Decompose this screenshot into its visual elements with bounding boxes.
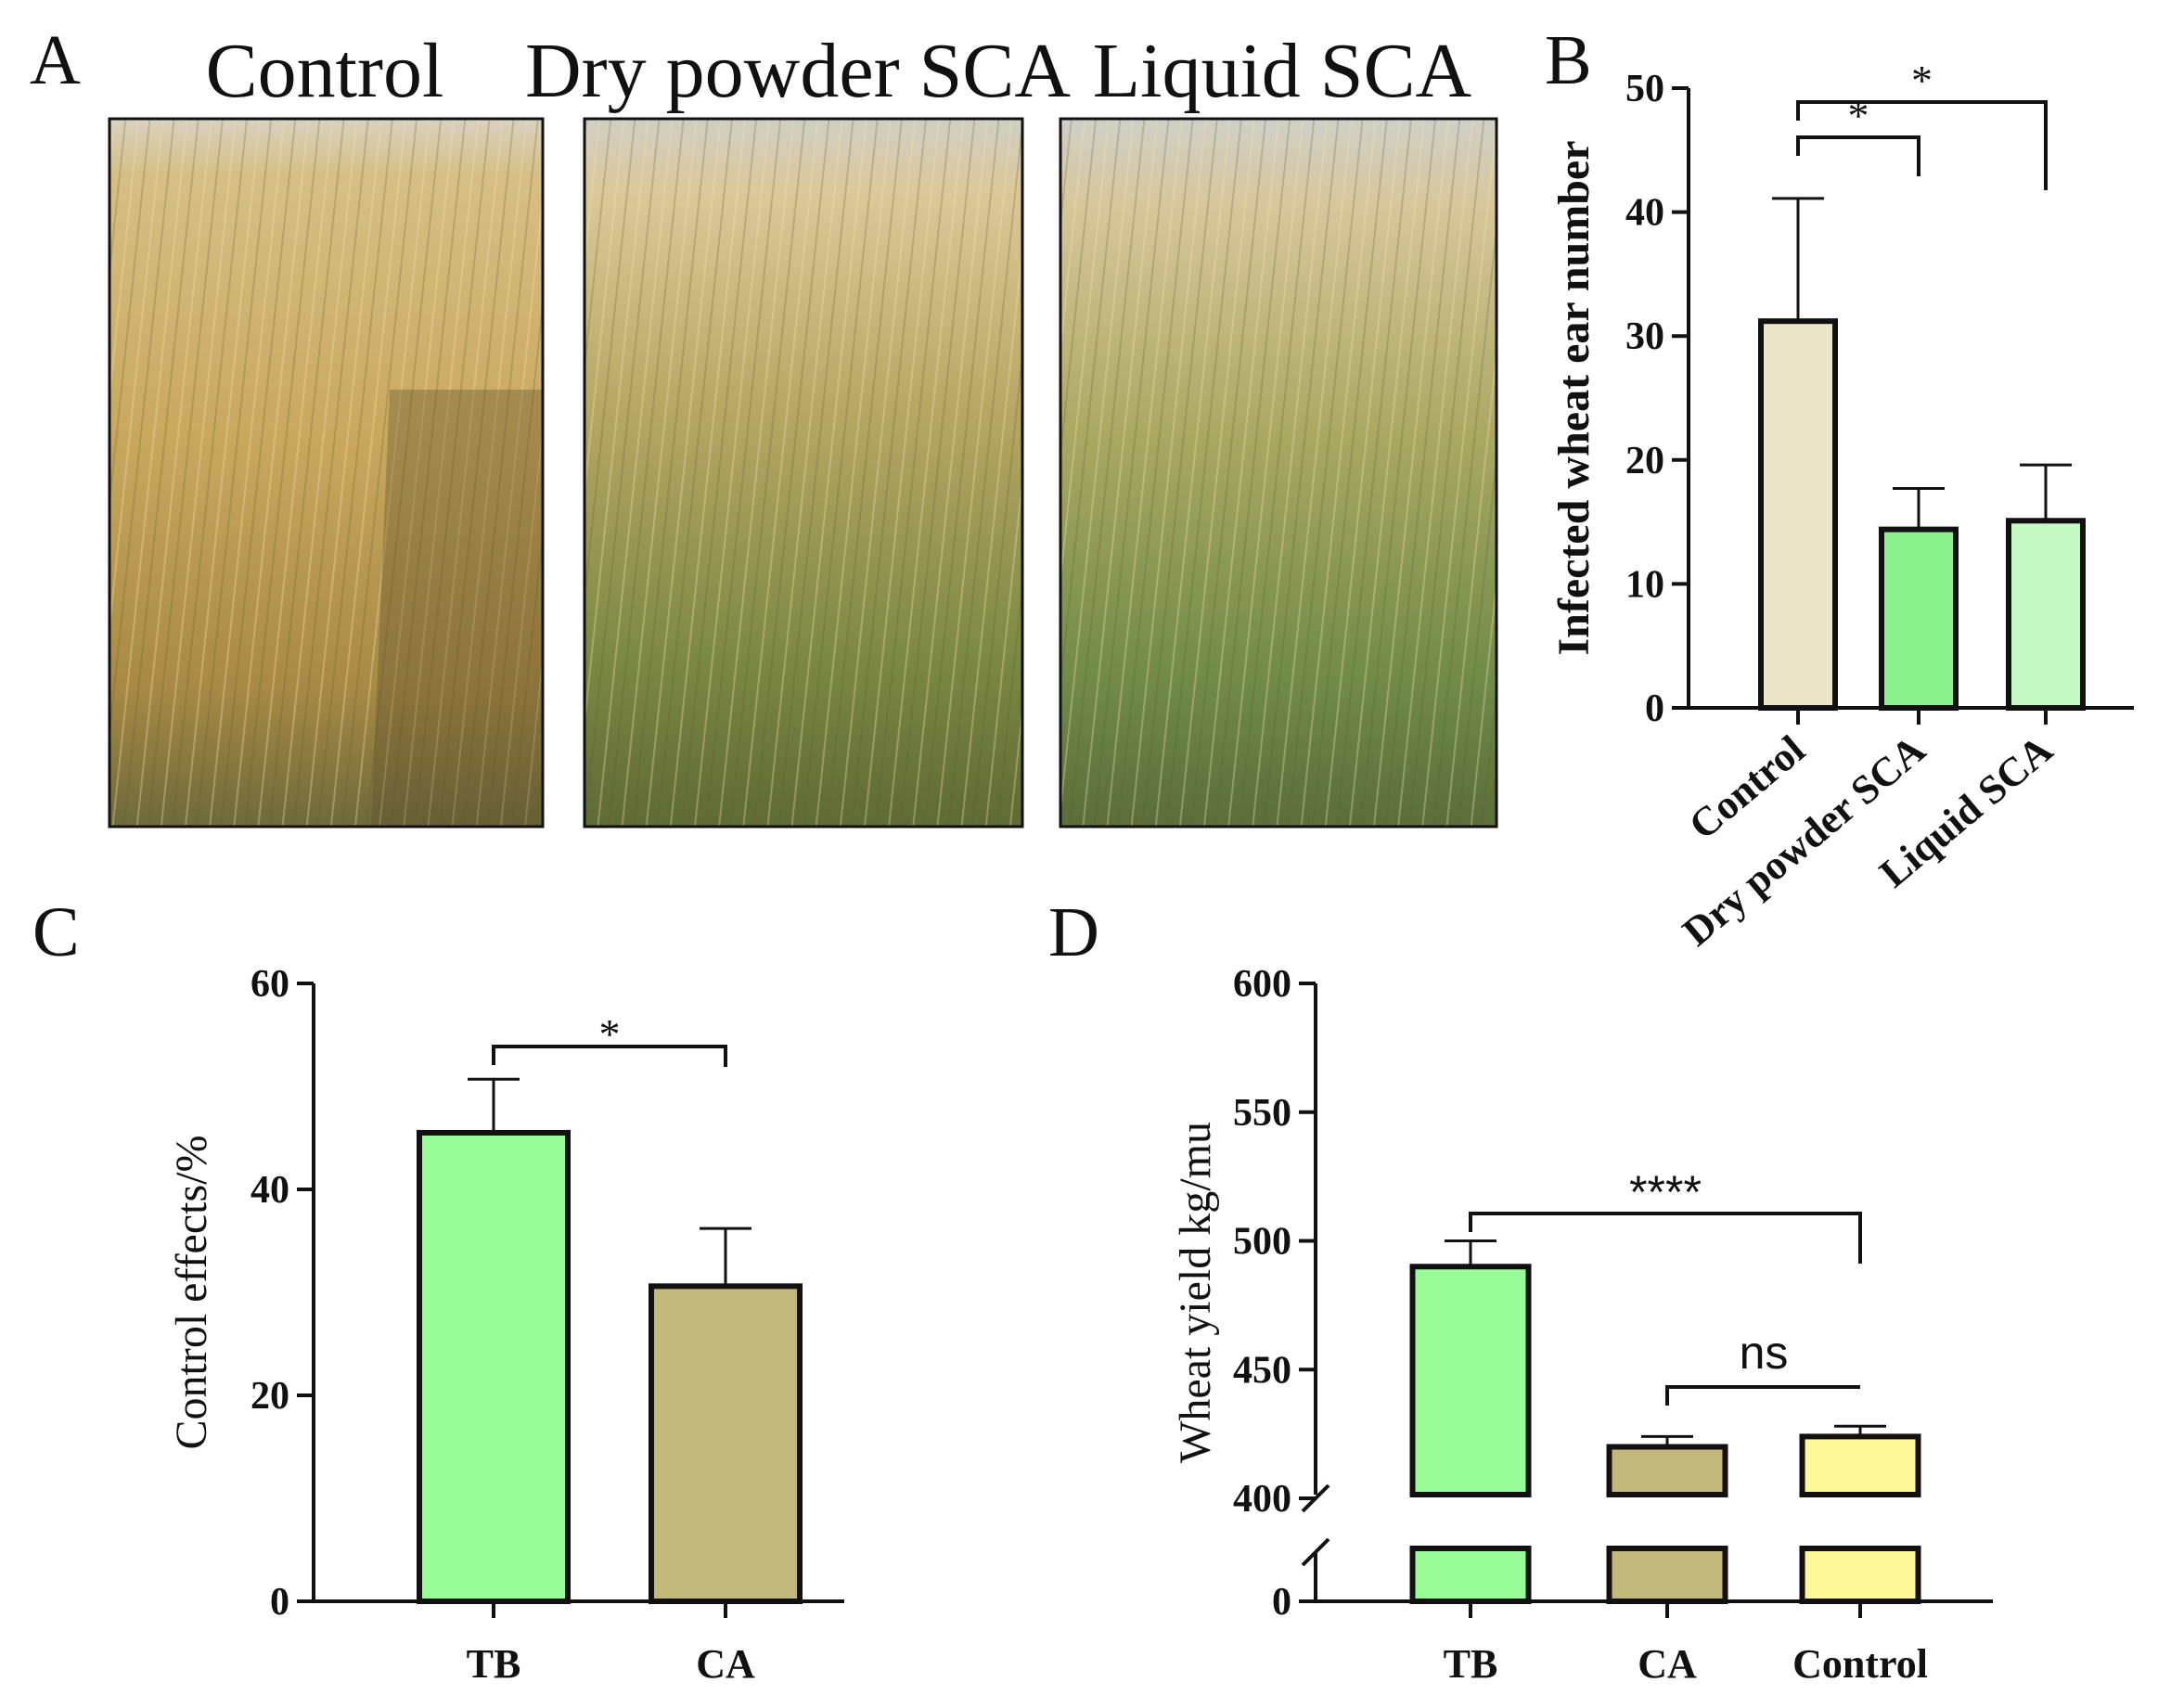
bar-tb (1409, 1264, 1532, 1497)
y-tick-label: 40 (1625, 192, 1664, 235)
y-tick-label: 0 (270, 1581, 289, 1624)
photo-title-control: Control (206, 28, 444, 114)
y-tick-label: 500 (1233, 1221, 1291, 1264)
significance-bracket (1796, 100, 2048, 190)
y-axis-title: Control effects/% (167, 1135, 216, 1449)
significance-label: * (1911, 57, 1933, 104)
bar-ca-lower (1606, 1546, 1728, 1604)
significance-label: **** (1629, 1166, 1702, 1218)
photo-title-liquid: Liquid SCA (1093, 28, 1472, 114)
significance-label: ns (1740, 1327, 1789, 1379)
y-tick-label: 400 (1233, 1478, 1291, 1521)
y-tick-label: 30 (1625, 315, 1664, 358)
significance-bracket (1796, 135, 1920, 176)
y-tick-label: 0 (1645, 687, 1664, 730)
y-tick-label: 10 (1625, 563, 1664, 606)
y-tick-label: 0 (1272, 1581, 1291, 1624)
y-tick-label: 40 (250, 1169, 289, 1212)
x-tick-label-control: Control (1792, 1641, 1928, 1687)
bar-control-lower (1799, 1546, 1921, 1604)
panel-label-a: A (30, 21, 81, 99)
significance-label: * (1848, 92, 1869, 139)
bar-liquid-sca (2006, 518, 2086, 711)
x-tick-label-ca: CA (696, 1641, 755, 1687)
photo-liquid-sca (1059, 117, 1498, 828)
bar-ca (649, 1283, 803, 1604)
y-tick-label: 450 (1233, 1349, 1291, 1392)
significance-bracket (492, 1045, 727, 1067)
significance-label: * (599, 1010, 621, 1058)
x-tick-label-tb: TB (467, 1641, 521, 1687)
bar-control (1799, 1433, 1921, 1498)
bar-ca (1606, 1444, 1728, 1497)
y-tick-label: 60 (250, 963, 289, 1006)
y-tick-label: 50 (1625, 68, 1664, 110)
photo-title-dry-powder: Dry powder SCA (525, 28, 1071, 114)
panel-label-d: D (1048, 893, 1099, 971)
y-tick-label: 550 (1233, 1092, 1291, 1135)
bar-control (1758, 318, 1838, 711)
photo-dry-powder-sca (583, 117, 1024, 828)
significance-bracket (1665, 1385, 1860, 1406)
panel-label-c: C (32, 893, 80, 971)
y-axis-title: Wheat yield kg/mu (1171, 1122, 1220, 1463)
bar-tb-lower (1409, 1546, 1532, 1604)
y-axis-title: Infected wheat ear number (1549, 140, 1599, 655)
chart-c: 0 20 40 60 Control effects/% TB CA * (167, 963, 844, 1687)
x-tick-label-ca: CA (1638, 1641, 1697, 1687)
y-tick-label: 20 (250, 1375, 289, 1418)
y-tick-label: 600 (1233, 963, 1291, 1006)
bar-tb (417, 1129, 571, 1604)
photo-control (108, 117, 545, 828)
axis-break-mark (1301, 1537, 1330, 1567)
panel-label-b: B (1545, 21, 1592, 99)
bar-dry-powder-sca (1879, 526, 1959, 712)
x-tick-label-tb: TB (1444, 1641, 1498, 1687)
significance-bracket (1469, 1212, 1862, 1264)
y-tick-label: 20 (1625, 440, 1664, 482)
chart-d: 0 400 450 500 550 600 Wheat yield kg/mu TB CA Con… (1171, 963, 1993, 1687)
